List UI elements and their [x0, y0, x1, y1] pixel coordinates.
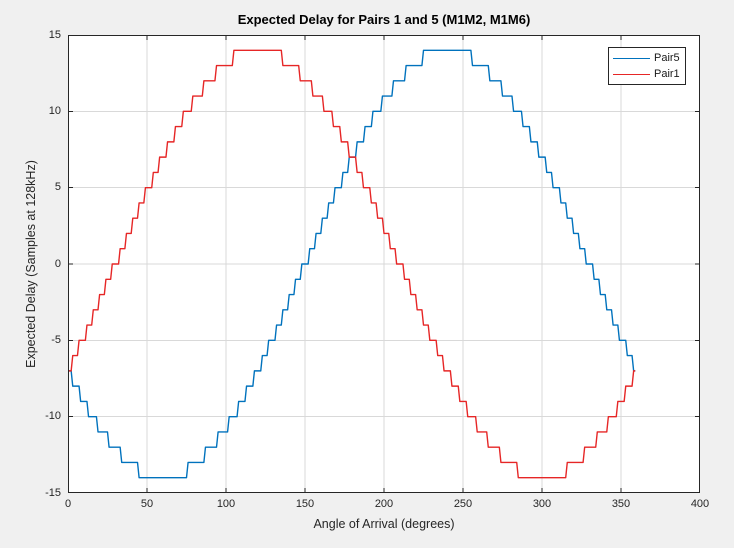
y-axis-label: Expected Delay (Samples at 128kHz) [24, 160, 38, 368]
x-axis-label: Angle of Arrival (degrees) [313, 517, 455, 531]
x-tick-label: 200 [374, 498, 394, 510]
legend-line-sample-icon [613, 57, 650, 59]
legend-label: Pair5 [654, 51, 680, 64]
y-tick-label: 15 [48, 28, 61, 41]
x-tick-label: 0 [64, 498, 72, 510]
y-tick-label: -10 [45, 410, 61, 423]
x-tick-label: 300 [532, 498, 552, 510]
legend[interactable]: Pair5 Pair1 [608, 47, 686, 85]
x-tick-label: 100 [216, 498, 236, 510]
legend-label: Pair1 [654, 67, 680, 80]
x-tick-label: 50 [140, 498, 154, 510]
x-tick-label: 400 [690, 498, 710, 510]
y-tick-label: 10 [48, 104, 61, 117]
x-tick-label: 350 [611, 498, 631, 510]
x-tick-label: 150 [295, 498, 315, 510]
chart-title: Expected Delay for Pairs 1 and 5 (M1M2, … [237, 12, 531, 27]
plot-area: Pair5 Pair1 [68, 35, 700, 493]
legend-entry[interactable]: Pair1 [609, 66, 685, 82]
plot-svg [68, 35, 700, 493]
legend-line-sample-icon [613, 73, 650, 75]
legend-entry[interactable]: Pair5 [609, 50, 685, 66]
y-tick-label: -15 [45, 486, 61, 499]
x-tick-label: 250 [453, 498, 473, 510]
